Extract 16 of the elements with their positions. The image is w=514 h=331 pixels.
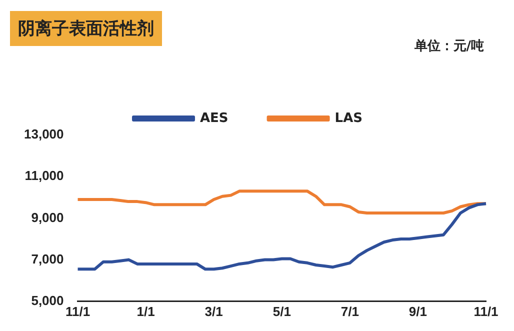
x-tick-label: 5/1 bbox=[272, 304, 291, 319]
y-tick-label: 7,000 bbox=[31, 251, 64, 266]
y-tick-label: 11,000 bbox=[24, 168, 64, 184]
legend-label: AES bbox=[200, 110, 228, 126]
x-tick-label: 11/1 bbox=[474, 304, 498, 319]
x-tick-label: 3/1 bbox=[204, 304, 223, 319]
x-tick-label: 9/1 bbox=[408, 304, 427, 319]
y-tick-label: 13,000 bbox=[24, 126, 64, 142]
chart-subtitle: 单位：元/吨 bbox=[414, 38, 484, 55]
chart-title: 阴离子表面活性剂 bbox=[10, 11, 162, 46]
x-tick-label: 1/1 bbox=[136, 304, 155, 319]
x-tick-label: 7/1 bbox=[340, 304, 359, 319]
x-tick-label: 11/1 bbox=[65, 304, 90, 319]
legend-label: LAS bbox=[334, 110, 363, 126]
y-tick-label: 9,000 bbox=[31, 210, 64, 225]
y-tick-label: 5,000 bbox=[31, 292, 64, 308]
